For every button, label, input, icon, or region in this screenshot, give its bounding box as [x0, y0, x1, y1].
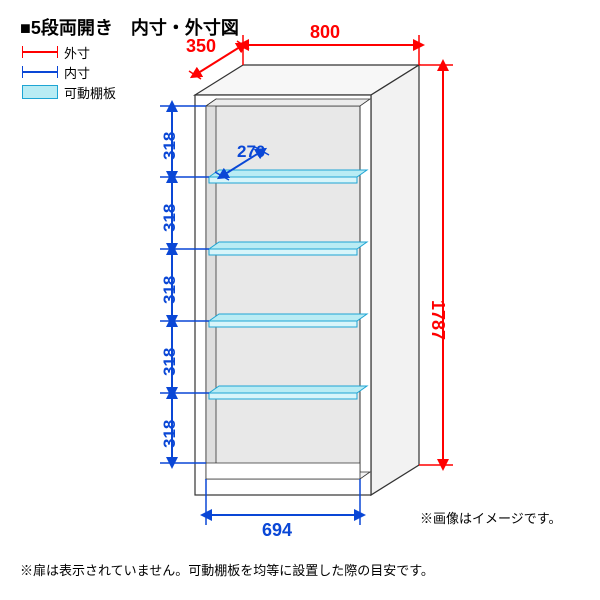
label-outer-width: 800 — [310, 22, 340, 43]
cabinet-inner-floor-front — [206, 463, 360, 479]
label-outer-height: 1787 — [427, 300, 448, 340]
shelf-1 — [209, 170, 367, 183]
cabinet-side — [371, 65, 419, 495]
cabinet-inner-left — [206, 99, 216, 479]
cabinet-opening — [206, 106, 360, 479]
label-outer-depth: 350 — [186, 36, 216, 57]
note-image: ※画像はイメージです。 — [420, 508, 561, 527]
label-spacing-1: 318 — [160, 132, 180, 160]
cabinet-inner-top — [206, 99, 370, 106]
label-spacing-3: 318 — [160, 276, 180, 304]
label-inner-width: 694 — [262, 520, 292, 541]
dim-outer-height — [419, 65, 453, 465]
note-bottom: ※扉は表示されていません。可動棚板を均等に設置した際の目安です。 — [20, 560, 434, 579]
label-spacing-5: 318 — [160, 420, 180, 448]
label-spacing-4: 318 — [160, 348, 180, 376]
shelf-3 — [209, 314, 367, 327]
label-spacing-2: 318 — [160, 204, 180, 232]
label-shelf-depth: 270 — [237, 142, 265, 162]
shelf-2 — [209, 242, 367, 255]
shelf-4 — [209, 386, 367, 399]
